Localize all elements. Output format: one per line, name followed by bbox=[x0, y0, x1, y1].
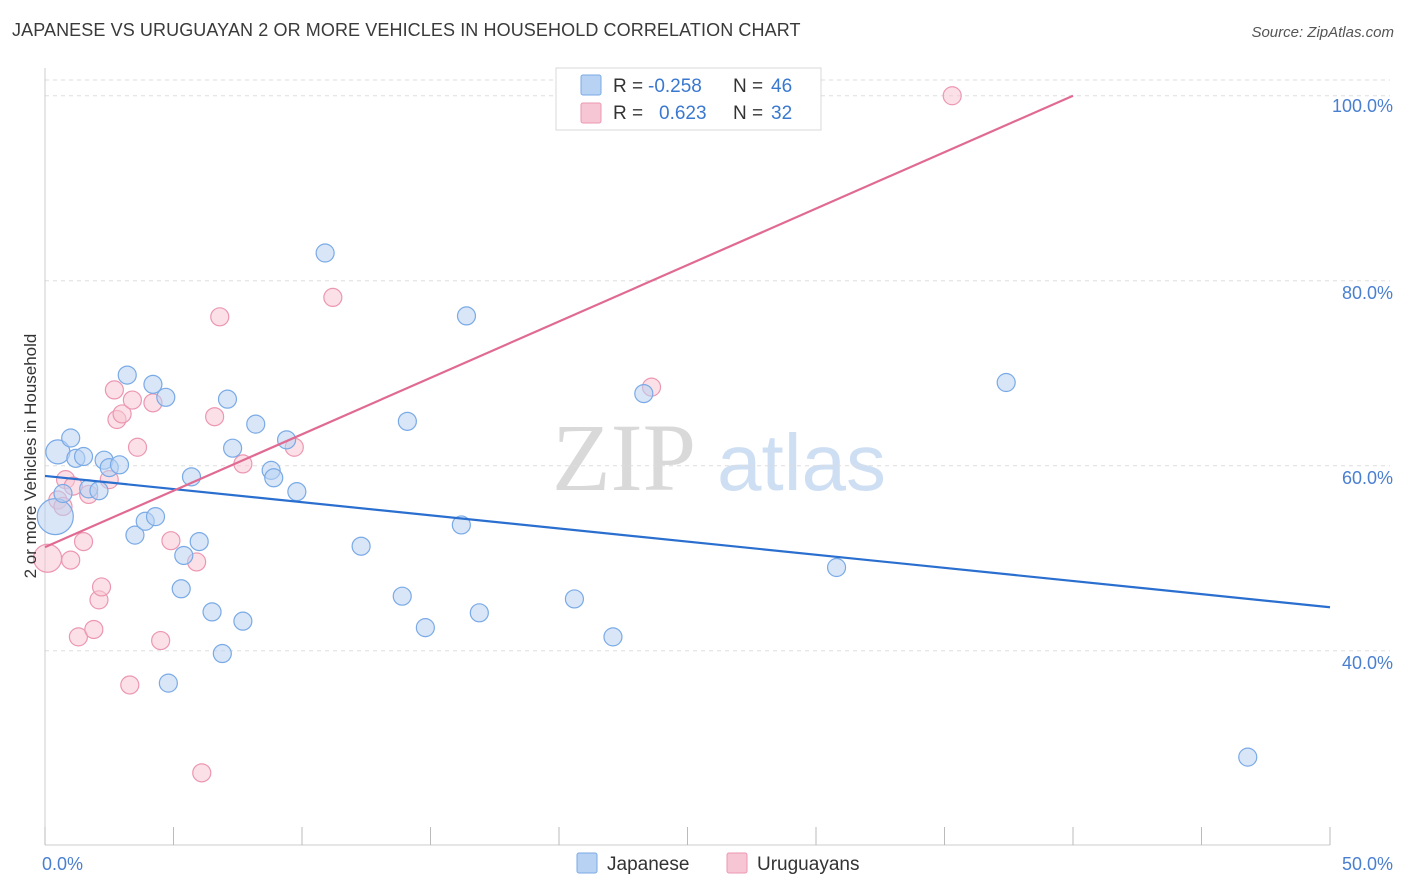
japanese-series-label: Japanese bbox=[607, 854, 689, 875]
y-tick-label: 80.0% bbox=[1342, 283, 1393, 303]
japanese-legend-swatch bbox=[580, 74, 602, 96]
japanese-point bbox=[1238, 747, 1258, 767]
stats-legend: R = -0.258 N = 46 R = 0.623 N = 32 bbox=[555, 67, 822, 131]
chart-title: JAPANESE VS URUGUAYAN 2 OR MORE VEHICLES… bbox=[12, 20, 801, 40]
uruguayans-point bbox=[942, 86, 962, 106]
y-tick-label: 40.0% bbox=[1342, 653, 1393, 673]
japanese-point bbox=[451, 515, 471, 535]
y-tick-label: 100.0% bbox=[1332, 96, 1393, 116]
japanese-r-value: -0.258 bbox=[648, 76, 702, 97]
japanese-point bbox=[456, 306, 477, 326]
japanese-point bbox=[634, 384, 654, 404]
uruguayans-point bbox=[210, 307, 230, 327]
uruguayans-point bbox=[161, 531, 181, 551]
uruguayans-r-value: 0.623 bbox=[659, 103, 707, 124]
uruguayans-point bbox=[68, 627, 89, 647]
uruguayans-trend-line bbox=[44, 94, 1074, 549]
uruguayans-n-value: 32 bbox=[771, 103, 792, 124]
x-tick-label: 50.0% bbox=[1342, 854, 1393, 874]
japanese-point bbox=[397, 411, 417, 431]
uruguayans-series-swatch bbox=[726, 852, 748, 874]
japanese-point bbox=[125, 525, 145, 545]
uruguayans-legend-swatch bbox=[580, 102, 602, 124]
uruguayans-point bbox=[112, 404, 132, 424]
uruguayans-point bbox=[205, 407, 225, 427]
japanese-n-value: 46 bbox=[771, 76, 792, 97]
japanese-point bbox=[996, 372, 1016, 393]
japanese-point bbox=[53, 483, 73, 504]
japanese-point bbox=[287, 482, 307, 502]
japanese-point bbox=[392, 586, 412, 606]
japanese-point bbox=[276, 430, 297, 450]
uruguayans-point bbox=[127, 437, 148, 457]
uruguayans-point bbox=[120, 675, 140, 695]
japanese-point bbox=[36, 498, 74, 536]
trend-lines bbox=[44, 94, 1331, 609]
japanese-point bbox=[156, 387, 176, 407]
uruguayans-point bbox=[73, 531, 94, 552]
japanese-point bbox=[246, 414, 266, 434]
japanese-point bbox=[143, 374, 163, 394]
japanese-r-label: R = bbox=[613, 76, 643, 97]
japanese-point bbox=[109, 455, 130, 475]
uruguayans-point bbox=[151, 630, 171, 651]
japanese-point bbox=[223, 438, 243, 458]
japanese-trend-line bbox=[44, 474, 1331, 609]
uruguayans-point bbox=[122, 390, 142, 410]
japanese-point bbox=[189, 531, 209, 552]
japanese-points bbox=[36, 243, 1258, 767]
japanese-point bbox=[351, 536, 371, 556]
uruguayans-point bbox=[323, 287, 343, 307]
japanese-point bbox=[61, 428, 81, 448]
japanese-point bbox=[415, 618, 435, 638]
uruguayans-n-label: N = bbox=[733, 103, 763, 124]
japanese-point bbox=[171, 579, 191, 599]
uruguayans-point bbox=[91, 577, 112, 597]
japanese-point bbox=[264, 468, 284, 488]
japanese-point bbox=[73, 446, 94, 467]
uruguayans-point bbox=[104, 380, 124, 400]
japanese-point bbox=[174, 545, 194, 566]
y-tick-label: 60.0% bbox=[1342, 468, 1393, 488]
japanese-point bbox=[826, 557, 847, 578]
watermark-atlas: atlas bbox=[717, 418, 886, 507]
japanese-point bbox=[469, 603, 489, 623]
japanese-point bbox=[117, 365, 137, 385]
series-legend: Japanese Uruguayans bbox=[576, 852, 859, 875]
x-tick-label: 0.0% bbox=[42, 854, 83, 874]
japanese-n-label: N = bbox=[733, 76, 763, 97]
japanese-point bbox=[217, 389, 238, 409]
y-axis-label: 2 or more Vehicles in Household bbox=[21, 334, 40, 579]
japanese-point bbox=[89, 481, 109, 501]
uruguayans-point bbox=[61, 550, 81, 570]
japanese-point bbox=[315, 243, 335, 263]
japanese-point bbox=[145, 507, 166, 527]
uruguayans-series-label: Uruguayans bbox=[757, 854, 859, 875]
japanese-point bbox=[564, 589, 585, 609]
watermark-zip: ZIP bbox=[552, 404, 696, 511]
japanese-series-swatch bbox=[576, 852, 598, 874]
japanese-point bbox=[603, 627, 623, 647]
japanese-point bbox=[212, 643, 232, 664]
japanese-point bbox=[202, 602, 222, 622]
japanese-point bbox=[233, 611, 253, 631]
uruguayans-point bbox=[84, 619, 104, 640]
gridlines bbox=[45, 79, 1390, 652]
japanese-point bbox=[158, 673, 178, 693]
axes: 40.0% 60.0% 80.0% 100.0% 0.0% 50.0% bbox=[42, 68, 1393, 874]
uruguayans-point bbox=[192, 763, 212, 783]
source-label: Source: ZipAtlas.com bbox=[1251, 24, 1394, 41]
uruguayans-r-label: R = bbox=[613, 103, 643, 124]
